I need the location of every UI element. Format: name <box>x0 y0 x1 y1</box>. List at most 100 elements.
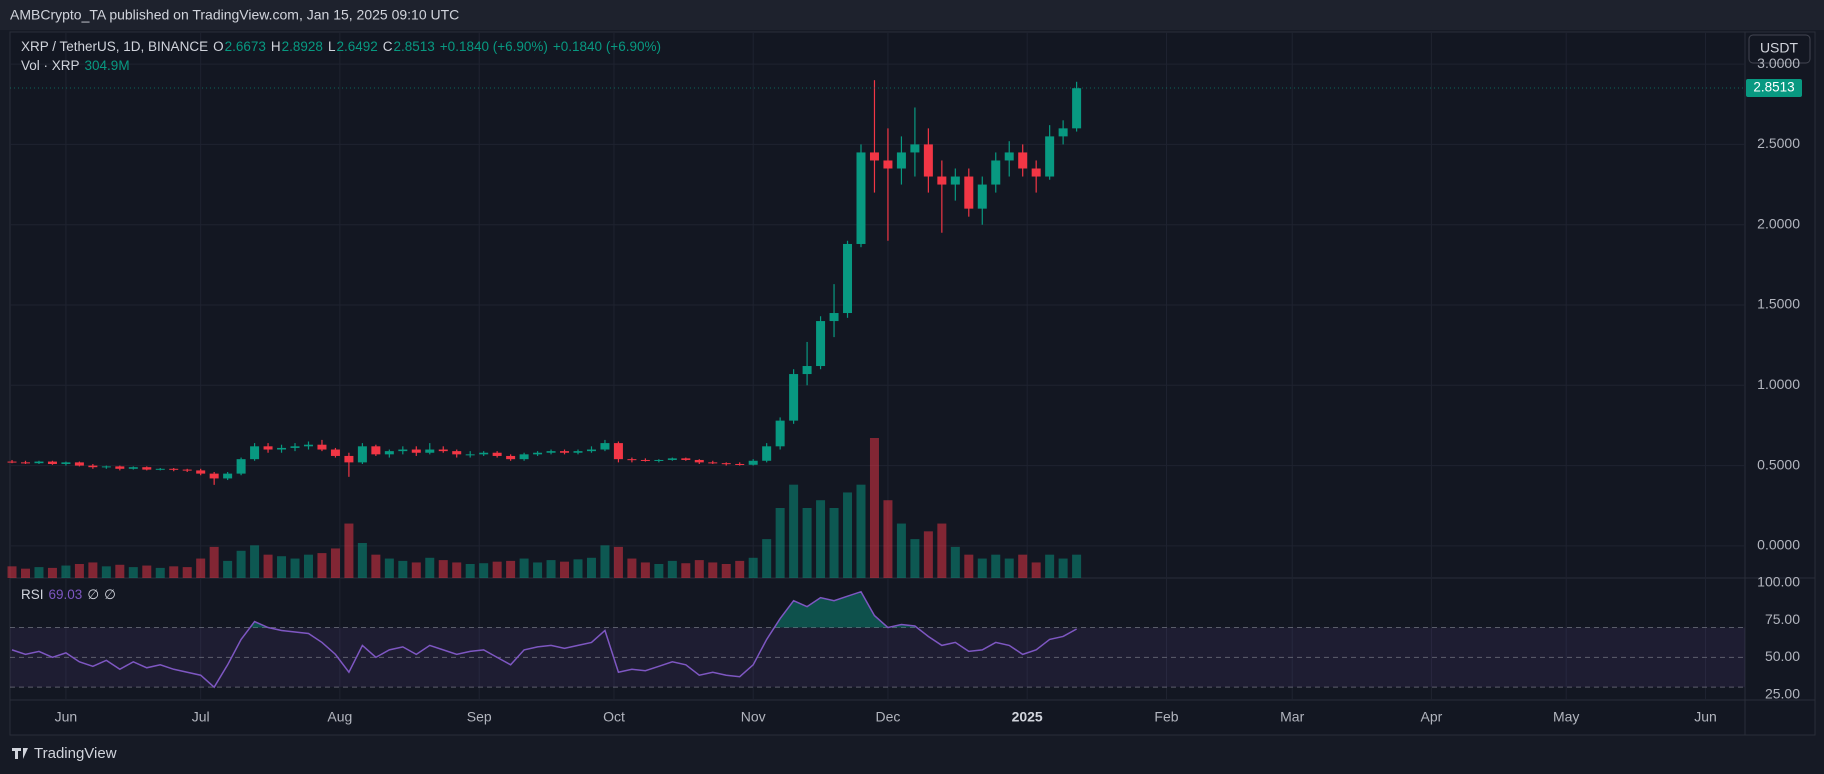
volume-bar <box>88 562 98 578</box>
x-tick-label: Sep <box>467 709 492 725</box>
volume-bar <box>627 558 637 578</box>
candle-body <box>398 449 408 452</box>
rsi-value: 69.03 <box>48 587 83 602</box>
volume-bar <box>277 556 287 578</box>
volume-bar <box>465 564 475 578</box>
candle-body <box>357 446 367 463</box>
volume-bar <box>681 563 691 578</box>
volume-bar <box>169 566 179 578</box>
candle-body <box>789 374 799 421</box>
candle-body <box>910 144 920 153</box>
volume-bar <box>1045 554 1055 578</box>
candle-body <box>923 144 933 177</box>
candle-body <box>425 449 435 453</box>
volume-bar <box>843 492 853 578</box>
brand: TradingView <box>34 745 117 762</box>
candle-body <box>721 463 731 465</box>
volume-bar <box>1031 562 1041 578</box>
volume-bar <box>1072 554 1082 578</box>
candle-body <box>384 451 394 455</box>
candle-body <box>829 313 839 322</box>
volume-bar <box>506 560 516 578</box>
y-tick-label: 0.0000 <box>1757 537 1800 553</box>
candle-body <box>88 465 98 468</box>
low: 2.6492 <box>336 39 378 54</box>
volume-bar <box>411 562 421 578</box>
candle-body <box>317 444 327 450</box>
candle-body <box>452 451 462 455</box>
candle-body <box>465 454 475 456</box>
x-tick-label: Aug <box>327 709 352 725</box>
volume-value: 304.9M <box>84 58 130 73</box>
candle-body <box>209 473 219 479</box>
volume-bar <box>250 545 260 578</box>
candle-body <box>263 446 273 450</box>
y-tick-label: 2.5000 <box>1757 135 1800 151</box>
volume-bar <box>7 566 17 578</box>
candle-body <box>479 452 489 455</box>
candle-body <box>1018 152 1028 169</box>
candle-body <box>573 451 583 453</box>
volume-bar <box>61 565 71 578</box>
candle-body <box>613 443 623 460</box>
volume-bar <box>101 566 111 578</box>
candle-body <box>128 467 138 469</box>
volume-bar <box>964 554 974 578</box>
volume-bar <box>937 523 947 578</box>
x-tick-label: May <box>1553 709 1579 725</box>
volume-bar <box>492 561 502 578</box>
volume-bar <box>344 523 354 578</box>
candle-body <box>223 473 233 479</box>
high: 2.8928 <box>281 39 323 54</box>
candle-body <box>74 462 84 466</box>
volume-bar <box>155 567 165 578</box>
volume-bar <box>977 558 987 578</box>
currency-label[interactable]: USDT <box>1760 40 1799 56</box>
candle-body <box>182 469 192 471</box>
volume-bar <box>910 539 920 578</box>
candle-body <box>344 455 354 463</box>
volume-bar <box>384 558 394 578</box>
candle-body <box>236 459 246 474</box>
x-tick-label: Feb <box>1154 709 1178 725</box>
candle-body <box>438 449 448 452</box>
volume-bar <box>452 562 462 578</box>
candle-body <box>330 449 340 456</box>
volume-bar <box>263 554 273 578</box>
volume-bar <box>223 560 233 578</box>
l-label: L <box>327 39 336 54</box>
volume-bar <box>573 559 583 578</box>
currency-button[interactable] <box>1748 34 1811 64</box>
brand-logo <box>12 748 28 759</box>
change-percent: +0.1840 (+6.90%) <box>552 39 661 54</box>
volume-bar <box>883 500 893 578</box>
volume-bar <box>789 484 799 578</box>
x-tick-label: Jun <box>1694 709 1717 725</box>
candle-body <box>964 176 974 209</box>
x-tick-label: Apr <box>1421 709 1443 725</box>
volume-bar <box>519 558 529 578</box>
header-bar <box>0 0 1824 30</box>
candle-body <box>802 366 812 375</box>
legend-line: XRP / TetherUS, 1D, BINANCE O2.6673 H2.892… <box>21 39 666 54</box>
candle-body <box>937 176 947 185</box>
volume-bar <box>923 531 933 578</box>
candle-body <box>20 462 30 464</box>
candle-body <box>869 152 879 161</box>
candle-body <box>708 462 718 464</box>
volume-bar <box>640 562 650 578</box>
volume-bar <box>128 567 138 578</box>
candle-body <box>533 452 543 455</box>
candle-body <box>506 455 516 460</box>
candle-body <box>1004 152 1014 161</box>
candle-body <box>142 467 152 470</box>
candle-body <box>667 458 677 460</box>
candle-body <box>519 454 529 460</box>
y-tick-label: 2.0000 <box>1757 215 1800 231</box>
volume-bar <box>654 564 664 578</box>
volume-bar <box>586 557 596 578</box>
volume-bar <box>1018 554 1028 578</box>
volume-bar <box>1004 558 1014 578</box>
volume-bar <box>142 565 152 578</box>
candle-body <box>748 460 758 465</box>
